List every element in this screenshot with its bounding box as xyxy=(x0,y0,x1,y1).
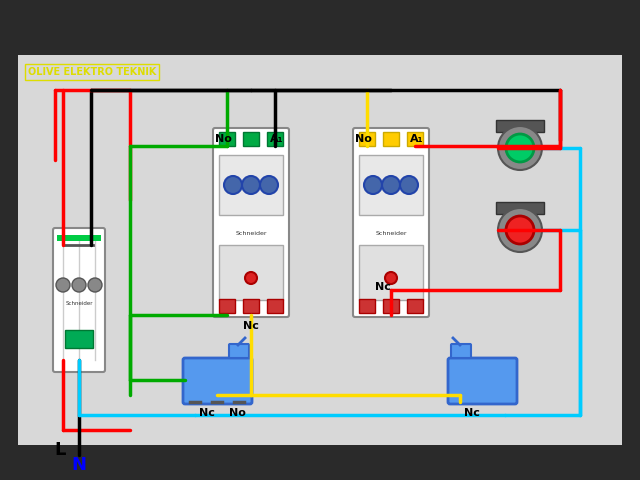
Bar xyxy=(267,132,283,146)
Text: A₁: A₁ xyxy=(270,134,284,144)
Text: A₁: A₁ xyxy=(410,134,424,144)
Bar xyxy=(65,330,93,348)
Text: Schneider: Schneider xyxy=(236,231,267,236)
Circle shape xyxy=(506,216,534,244)
Text: Nc: Nc xyxy=(464,408,480,418)
Text: Nc: Nc xyxy=(199,408,215,418)
FancyBboxPatch shape xyxy=(451,344,471,358)
Circle shape xyxy=(506,134,534,162)
Bar xyxy=(496,202,544,214)
Circle shape xyxy=(242,176,260,194)
Text: OLIVE ELEKTRO TEKNIK: OLIVE ELEKTRO TEKNIK xyxy=(28,67,156,77)
Circle shape xyxy=(364,176,382,194)
Circle shape xyxy=(88,278,102,292)
Circle shape xyxy=(72,278,86,292)
Circle shape xyxy=(56,278,70,292)
Bar xyxy=(219,245,283,300)
FancyBboxPatch shape xyxy=(183,358,252,404)
Text: Schneider: Schneider xyxy=(65,301,93,306)
FancyBboxPatch shape xyxy=(353,128,429,317)
Text: N: N xyxy=(72,456,86,474)
FancyBboxPatch shape xyxy=(53,228,105,372)
Bar xyxy=(243,132,259,146)
Circle shape xyxy=(498,208,542,252)
Text: No: No xyxy=(214,134,232,144)
Bar xyxy=(219,299,235,313)
Text: Nc: Nc xyxy=(375,282,391,292)
Bar xyxy=(407,299,423,313)
Text: No: No xyxy=(355,134,371,144)
FancyBboxPatch shape xyxy=(448,358,517,404)
Text: Schneider: Schneider xyxy=(375,231,407,236)
Circle shape xyxy=(224,176,242,194)
FancyBboxPatch shape xyxy=(213,128,289,317)
Circle shape xyxy=(245,272,257,284)
Bar xyxy=(18,55,622,445)
Circle shape xyxy=(498,126,542,170)
Text: L: L xyxy=(54,441,66,459)
Bar xyxy=(496,120,544,132)
Bar xyxy=(359,132,375,146)
Text: No: No xyxy=(228,408,245,418)
Bar xyxy=(407,132,423,146)
Text: Nc: Nc xyxy=(243,321,259,331)
Bar xyxy=(219,132,235,146)
Bar xyxy=(383,299,399,313)
Bar xyxy=(383,132,399,146)
Bar xyxy=(359,245,423,300)
Bar xyxy=(57,235,101,241)
Circle shape xyxy=(382,176,400,194)
Circle shape xyxy=(260,176,278,194)
Bar xyxy=(243,299,259,313)
Circle shape xyxy=(400,176,418,194)
Circle shape xyxy=(385,272,397,284)
Bar xyxy=(359,155,423,215)
Bar xyxy=(359,299,375,313)
Bar xyxy=(267,299,283,313)
Bar xyxy=(219,155,283,215)
FancyBboxPatch shape xyxy=(229,344,249,358)
